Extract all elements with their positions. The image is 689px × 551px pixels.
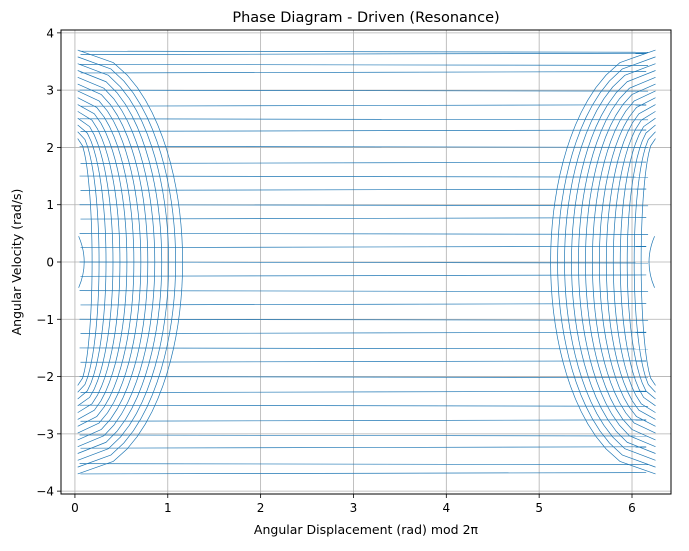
x-tick-label: 5 — [535, 501, 543, 515]
trajectory-wrap-segment — [79, 233, 649, 235]
trajectory-right-arc — [550, 49, 656, 475]
trajectory-wrap-segment — [79, 64, 649, 66]
grid-layer — [61, 30, 671, 494]
trajectory-wrap-segment — [79, 290, 649, 293]
trajectory-wrap-segment — [80, 274, 647, 277]
trajectory-right-arc — [598, 97, 656, 427]
trajectory-right-arc — [626, 124, 656, 400]
x-tick-label: 4 — [442, 501, 450, 515]
trajectory-cusp — [78, 236, 85, 288]
trajectory-right-arc — [571, 70, 656, 454]
y-tick-label: 0 — [46, 256, 54, 270]
trajectory-layer — [77, 49, 656, 475]
trajectory-right-arc — [564, 63, 656, 461]
trajectory-wrap-segment — [80, 188, 647, 191]
y-tick-label: 2 — [46, 141, 54, 155]
x-tick-label: 2 — [257, 501, 265, 515]
y-tick-label: −2 — [36, 370, 54, 384]
chart-title: Phase Diagram - Driven (Resonance) — [232, 10, 499, 26]
trajectory-wrap-segment — [80, 390, 647, 393]
trajectory-wrap-segment — [79, 463, 649, 466]
x-tick-label: 3 — [350, 501, 358, 515]
y-tick-label: −3 — [36, 427, 54, 441]
trajectory-right-arc — [585, 83, 656, 441]
trajectory-wrap-segment — [80, 472, 647, 475]
y-tick-label: −4 — [36, 485, 54, 499]
y-axis-label: Angular Velocity (rad/s) — [9, 189, 24, 336]
trajectory-wrap-segment — [80, 129, 647, 132]
x-axis-label: Angular Displacement (rad) mod 2π — [254, 522, 479, 537]
trajectory-wrap-segment — [80, 303, 647, 306]
trajectory-cusp — [648, 236, 655, 288]
y-tick-label: 4 — [46, 26, 54, 40]
trajectory-right-arc — [578, 76, 656, 448]
x-tick-label: 6 — [628, 501, 636, 515]
trajectory-wrap-segment — [79, 261, 649, 264]
trajectory-wrap-segment — [79, 175, 649, 178]
trajectory-wrap-segment — [79, 404, 649, 407]
trajectory-wrap-segment — [79, 376, 649, 378]
trajectory-wrap-segment — [80, 446, 647, 449]
trajectory-wrap-segment — [80, 331, 647, 334]
trajectory-right-arc — [557, 56, 656, 468]
trajectory-wrap-segment — [80, 71, 647, 74]
trajectory-wrap-segment — [80, 217, 647, 220]
tick-layer: 0 1 2 3 4 5 6 −4 −3 −2 −1 0 1 2 3 4 — [36, 26, 636, 515]
y-tick-label: 1 — [46, 198, 54, 212]
trajectory-right-arc — [612, 111, 656, 413]
x-tick-label: 1 — [164, 501, 172, 515]
trajectory-wrap-segment — [79, 204, 649, 207]
y-tick-label: 3 — [46, 84, 54, 98]
trajectory-right-arc — [619, 117, 656, 407]
x-tick-label: 0 — [71, 501, 79, 515]
trajectory-wrap-segment — [80, 104, 647, 107]
trajectory-wrap-segment — [79, 347, 649, 350]
trajectory-wrap-segment — [80, 245, 647, 249]
trajectory-wrap-segment — [80, 419, 647, 422]
y-tick-label: −1 — [36, 313, 54, 327]
trajectory-wrap-segment — [80, 52, 647, 55]
trajectory-wrap-segment — [79, 318, 649, 321]
trajectory-wrap-segment — [80, 360, 647, 363]
trajectory-wrap-segment — [79, 118, 649, 121]
trajectory-right-arc — [592, 90, 656, 434]
trajectory-wrap-segment — [79, 145, 649, 148]
trajectory-right-arc — [640, 138, 656, 386]
trajectory-right-arc — [605, 104, 656, 420]
trajectory-wrap-segment — [79, 89, 649, 92]
trajectory-wrap-segment — [80, 161, 647, 164]
trajectory-wrap-segment — [79, 434, 649, 437]
trajectory-wrap-segment — [79, 50, 649, 53]
